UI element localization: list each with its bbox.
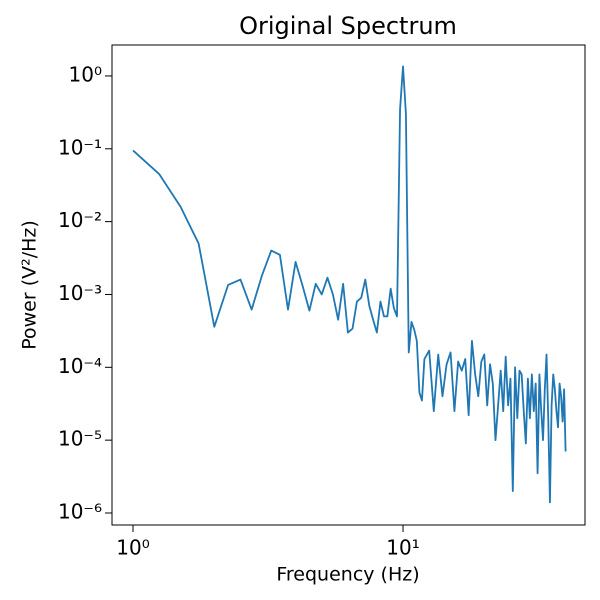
y-tick-label: 10⁻¹ xyxy=(58,135,102,159)
line-series xyxy=(132,65,567,504)
x-axis-label: Frequency (Hz) xyxy=(276,564,419,586)
y-axis-label: Power (V²/Hz) xyxy=(19,220,41,350)
x-tick-label: 10¹ xyxy=(386,536,419,560)
y-tick-label: 10⁰ xyxy=(69,62,102,86)
chart-title: Original Spectrum xyxy=(239,12,457,40)
y-tick-label: 10⁻⁶ xyxy=(58,499,102,523)
y-tick-label: 10⁻⁵ xyxy=(58,427,102,451)
plot-frame xyxy=(111,44,586,526)
y-tick-label: 10⁻³ xyxy=(58,281,102,305)
x-tick-label: 10⁰ xyxy=(116,536,149,560)
y-tick-label: 10⁻² xyxy=(58,208,102,232)
y-tick-label: 10⁻⁴ xyxy=(58,354,102,378)
